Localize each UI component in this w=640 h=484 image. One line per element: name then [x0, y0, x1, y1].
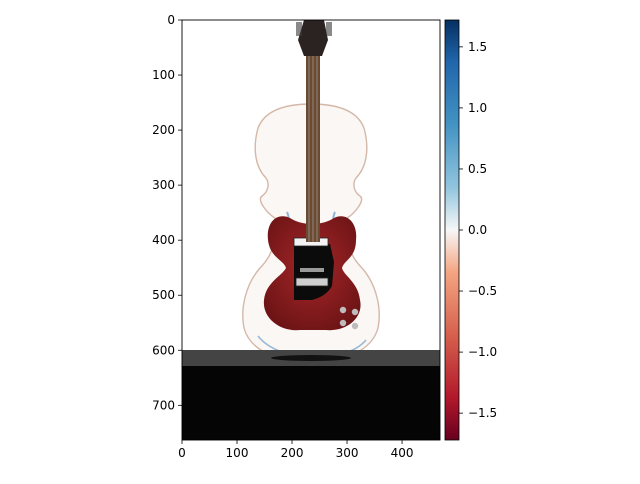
knob-2	[351, 308, 359, 316]
table-dark	[182, 366, 440, 440]
knob-4	[351, 322, 359, 330]
bridge	[300, 268, 324, 272]
bridge-pickup	[295, 277, 329, 287]
colorbar-tick-label: −1.5	[468, 406, 497, 420]
colorbar-tick-label: 0.5	[468, 162, 487, 176]
colorbar-tick-label: 0.0	[468, 223, 487, 237]
x-tick-label: 0	[178, 446, 186, 460]
colorbar-tick-label: 1.0	[468, 101, 487, 115]
y-tick-label: 400	[152, 233, 175, 247]
y-tick-label: 600	[152, 343, 175, 357]
y-tick-label: 0	[167, 13, 175, 27]
y-tick-label: 200	[152, 123, 175, 137]
y-tick-label: 500	[152, 288, 175, 302]
x-axis: 0 100 200 300 400	[178, 440, 413, 460]
knob-1	[339, 306, 347, 314]
guitar-headstock	[298, 20, 328, 56]
plot-frame	[181, 19, 441, 441]
x-tick-label: 100	[226, 446, 249, 460]
y-axis: 0 100 200 300 400 500 600 700	[152, 13, 182, 412]
colorbar	[444, 19, 460, 441]
y-tick-label: 700	[152, 398, 175, 412]
colorbar-tick-label: −1.0	[468, 345, 497, 359]
colorbar-tick-label: 1.5	[468, 40, 487, 54]
y-tick-label: 100	[152, 68, 175, 82]
x-tick-label: 400	[391, 446, 414, 460]
colorbar-axis: 1.5 1.0 0.5 0.0 −0.5 −1.0 −1.5	[459, 40, 497, 420]
knob-3	[339, 319, 347, 327]
y-tick-label: 300	[152, 178, 175, 192]
colorbar-tick-label: −0.5	[468, 284, 497, 298]
x-tick-label: 300	[336, 446, 359, 460]
heatmap-image	[182, 20, 440, 440]
x-tick-label: 200	[281, 446, 304, 460]
